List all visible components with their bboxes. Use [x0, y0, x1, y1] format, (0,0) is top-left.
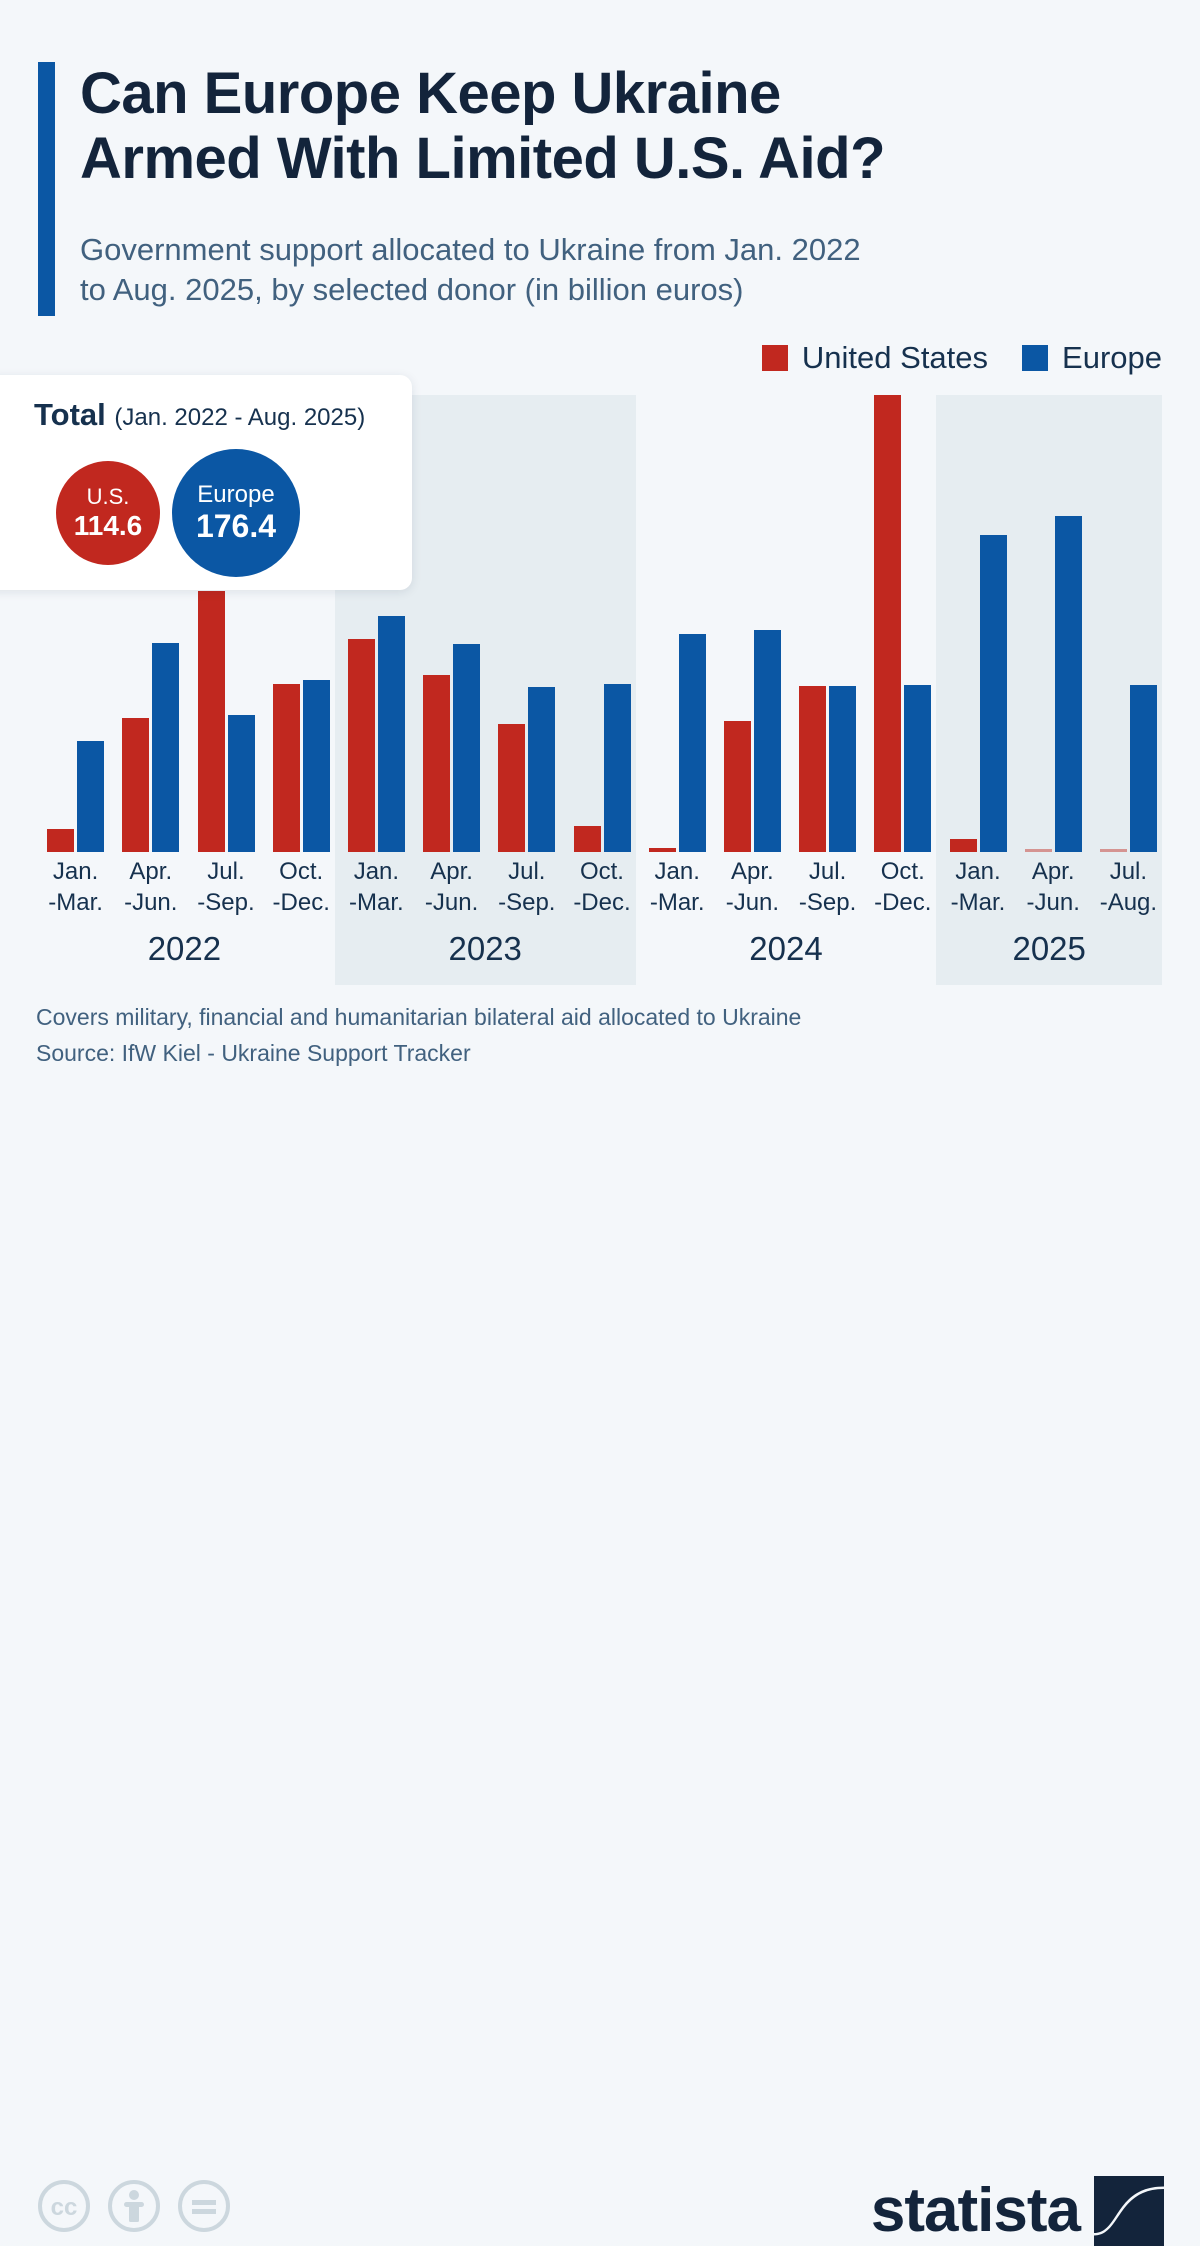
bar-eu[interactable]	[1129, 685, 1157, 852]
x-axis-label: Apr. -Jun.	[1026, 858, 1080, 916]
total-bubbles: U.S. 114.6 Europe 176.4	[56, 449, 300, 577]
x-axis-label: Jan. -Mar.	[950, 858, 1006, 916]
year-label-2023: 2023	[448, 930, 522, 967]
note-source: Source: IfW Kiel - Ukraine Support Track…	[36, 1039, 471, 1066]
chart-legend: United States Europe	[761, 340, 1162, 375]
bar-eu[interactable]	[152, 643, 180, 852]
bar-us[interactable]	[197, 591, 225, 852]
bar-us[interactable]	[573, 826, 601, 852]
chart-plot-area	[0, 395, 1200, 852]
x-axis-label: Oct. -Dec.	[874, 858, 932, 916]
footer: cc statista	[0, 1080, 1200, 2246]
x-axis-label: Jan. -Mar.	[349, 858, 404, 916]
bar-us[interactable]	[799, 686, 827, 852]
bar-eu[interactable]	[829, 686, 857, 852]
creative-commons-icon: cc	[36, 2178, 92, 2239]
bar-us[interactable]	[498, 724, 526, 852]
bar-us[interactable]	[347, 639, 375, 852]
total-bubble-europe-label: Europe	[197, 480, 275, 508]
no-derivatives-equals-icon	[176, 2178, 232, 2239]
bar-eu[interactable]	[302, 680, 330, 852]
chart-notes: Covers military, financial and humanitar…	[36, 1000, 1036, 1071]
bar-eu[interactable]	[227, 715, 255, 852]
x-axis-label: Jan. -Mar.	[649, 858, 705, 916]
year-band-2025	[936, 395, 1162, 985]
legend-item-united-states[interactable]: United States	[761, 340, 989, 375]
x-axis-label: Jul. -Sep.	[197, 858, 255, 916]
x-axis-labels: Jan. -Mar. Apr. -Jun. Jul. -Sep. Oct. -Dec.…	[0, 857, 1200, 927]
bar-us[interactable]	[122, 718, 150, 852]
x-axis-label: Apr. -Jun.	[124, 858, 178, 916]
bar-us[interactable]	[272, 684, 300, 852]
total-bubble-us-label: U.S.	[86, 484, 130, 509]
bar-us[interactable]	[1099, 849, 1127, 852]
page-title: Can Europe Keep Ukraine Armed With Limit…	[80, 61, 886, 191]
page-subtitle: Government support allocated to Ukraine …	[80, 232, 861, 308]
bar-eu[interactable]	[678, 634, 706, 852]
header: Can Europe Keep Ukraine Armed With Limit…	[0, 0, 1200, 340]
x-axis-label: Apr. -Jun.	[725, 858, 780, 916]
bar-us[interactable]	[648, 848, 676, 852]
statista-mark-icon	[1094, 2176, 1164, 2246]
attribution-person-icon	[106, 2178, 162, 2239]
bar-us[interactable]	[47, 829, 75, 852]
x-axis-label: Oct. -Dec.	[573, 858, 631, 916]
bar-eu[interactable]	[377, 616, 405, 852]
bar-eu[interactable]	[1054, 516, 1082, 852]
bar-eu[interactable]	[453, 644, 481, 852]
svg-text:cc: cc	[51, 2194, 78, 2221]
year-axis-labels: 2022 2023 2024 2025	[0, 930, 1200, 980]
callout-title-main: Total	[34, 397, 106, 432]
bar-us[interactable]	[949, 839, 977, 852]
bar-eu[interactable]	[77, 741, 105, 852]
license-icons: cc	[36, 2178, 232, 2239]
total-bubble-europe-value: 176.4	[195, 507, 277, 544]
statista-wordmark: statista	[870, 2176, 1081, 2245]
callout-title: Total (Jan. 2022 - Aug. 2025)	[34, 397, 365, 433]
bar-us[interactable]	[423, 675, 451, 852]
year-label-2022: 2022	[147, 930, 222, 967]
x-axis-label: Jul. -Sep.	[498, 858, 556, 916]
year-label-2025: 2025	[1012, 930, 1086, 967]
x-axis-label: Oct. -Dec.	[272, 858, 330, 916]
total-bubble-us-value: 114.6	[73, 509, 143, 541]
bar-us[interactable]	[1024, 849, 1052, 852]
note-coverage: Covers military, financial and humanitar…	[36, 1004, 802, 1030]
bar-us[interactable]	[874, 395, 902, 852]
bar-eu[interactable]	[904, 685, 932, 852]
legend-label-europe: Europe	[1062, 340, 1162, 375]
legend-swatch-icon-us	[761, 344, 788, 371]
bar-eu[interactable]	[528, 687, 556, 852]
total-callout-card: Total (Jan. 2022 - Aug. 2025) U.S. 114.6…	[0, 375, 412, 590]
year-label-2024: 2024	[749, 930, 823, 967]
legend-item-europe[interactable]: Europe	[1022, 342, 1162, 373]
legend-swatch-icon-europe	[1022, 344, 1049, 371]
x-axis-label: Jul. -Sep.	[798, 858, 857, 916]
callout-title-sub: (Jan. 2022 - Aug. 2025)	[114, 404, 366, 431]
bar-chart: Jan. -Mar. Apr. -Jun. Jul. -Sep. Oct. -Dec.…	[0, 395, 1200, 995]
accent-bar	[38, 62, 55, 316]
x-axis-label: Apr. -Jun.	[424, 858, 479, 916]
bar-eu[interactable]	[603, 684, 631, 852]
bar-eu[interactable]	[979, 535, 1007, 852]
total-bubble-us: U.S. 114.6	[56, 461, 160, 565]
statista-logo: statista	[871, 2176, 1164, 2246]
x-axis-label: Jul. -Aug.	[1099, 858, 1158, 916]
total-bubble-europe: Europe 176.4	[172, 449, 300, 577]
x-axis-label: Jan. -Mar.	[48, 858, 103, 916]
legend-label-us: United States	[801, 340, 989, 375]
bar-eu[interactable]	[753, 630, 781, 852]
bar-us[interactable]	[723, 721, 751, 852]
